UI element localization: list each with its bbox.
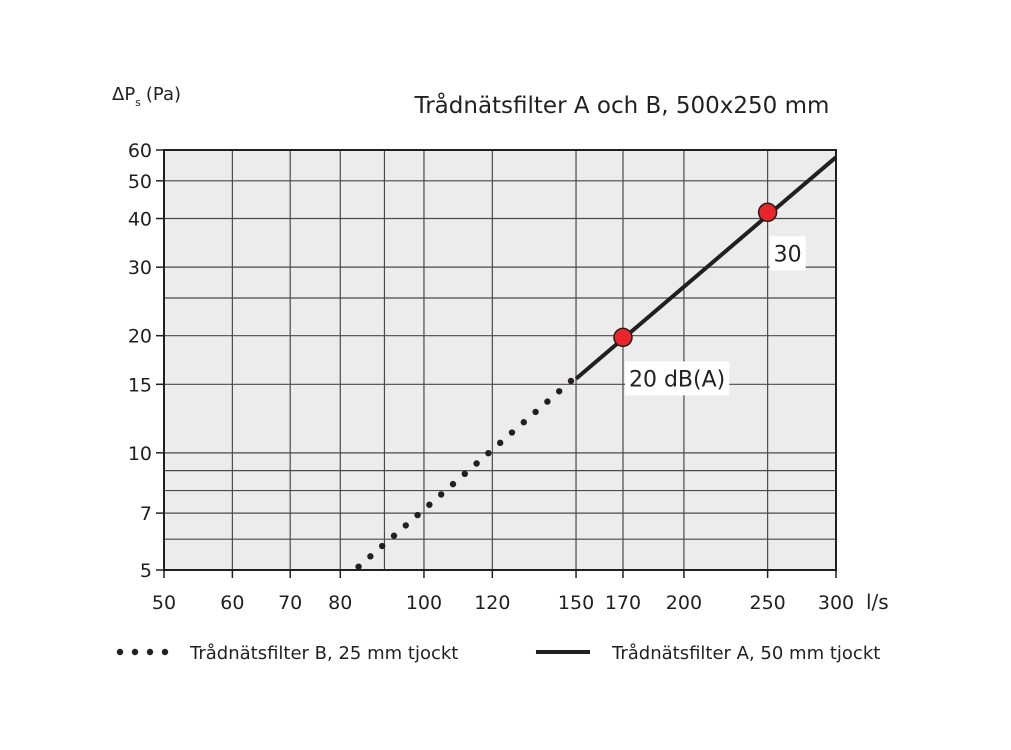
series-b-dotted-line: [355, 377, 575, 570]
y-tick-label: 20: [128, 326, 152, 348]
noise-label-text: 20 dB(A): [629, 367, 725, 392]
series-b-dot: [390, 532, 398, 539]
series-b-dot: [544, 398, 551, 405]
series-b-dot: [532, 408, 539, 416]
legend-dot: [146, 648, 154, 656]
series-b-dot: [355, 563, 362, 570]
x-tick-label: 170: [605, 592, 641, 614]
noise-label-bg: [769, 236, 806, 271]
y-axis-label-main: ΔP: [112, 84, 135, 105]
y-tick-label: 7: [140, 503, 152, 525]
x-tick-label: 200: [666, 592, 702, 614]
series-b-dot: [473, 460, 480, 467]
legend-dot: [131, 648, 139, 656]
x-tick-label: 50: [152, 592, 176, 614]
legend-swatch-dotted: [116, 648, 169, 656]
series-b-dot: [508, 429, 516, 436]
noise-marker: [757, 202, 778, 223]
x-tick-label: 250: [749, 592, 785, 614]
legend: Trådnätsfilter B, 25 mm tjockt Trådnätsf…: [116, 643, 880, 664]
x-tick-label: 120: [474, 592, 510, 614]
plot-area: [164, 150, 836, 570]
series-b-dot: [555, 388, 563, 395]
markers-layer: 20 dB(A) 30: [613, 202, 806, 396]
legend-item-a: Trådnätsfilter A, 50 mm tjockt: [536, 643, 880, 664]
y-tick-label: 5: [140, 560, 152, 582]
y-axis-label-sub: s: [135, 96, 141, 109]
legend-dot: [116, 648, 124, 656]
y-tick-label: 50: [128, 171, 152, 193]
series-b-dot: [485, 449, 492, 457]
x-axis-ticks: 50 60 70 80 100 120 150 170 200 250 300: [152, 570, 854, 614]
series-b-dot: [437, 491, 445, 498]
noise-marker-label: 30: [769, 236, 806, 271]
series-b-dot: [426, 501, 433, 508]
y-tick-label: 40: [128, 209, 152, 231]
series-b-dot: [367, 553, 374, 560]
noise-label-bg: [624, 361, 730, 396]
series-b-dot: [496, 439, 504, 447]
series-b-dot: [567, 377, 575, 385]
x-axis-label: l/s: [866, 590, 889, 614]
legend-label-b: Trådnätsfilter B, 25 mm tjockt: [189, 643, 458, 664]
chart-title: Trådnätsfilter A och B, 500x250 mm: [414, 91, 830, 119]
y-axis-label: ΔPs (Pa): [112, 84, 181, 109]
x-tick-label: 70: [278, 592, 302, 614]
y-tick-label: 60: [128, 140, 152, 162]
noise-marker: [613, 327, 633, 348]
y-tick-label: 10: [128, 443, 152, 465]
series-b-dot: [461, 470, 468, 478]
legend-item-b: Trådnätsfilter B, 25 mm tjockt: [116, 643, 458, 664]
series-b-dot: [378, 542, 386, 550]
legend-dot: [161, 648, 169, 656]
plot-frame: [163, 149, 837, 571]
series-b-dot: [449, 480, 457, 488]
x-tick-label: 150: [558, 592, 594, 614]
x-tick-label: 100: [406, 592, 442, 614]
y-tick-label: 30: [128, 257, 152, 279]
legend-label-a: Trådnätsfilter A, 50 mm tjockt: [611, 643, 880, 664]
noise-label-text: 30: [774, 242, 802, 267]
series-b-dot: [520, 419, 527, 426]
series-b-dot: [414, 511, 421, 519]
y-axis-label-unit: (Pa): [146, 84, 181, 105]
x-tick-label: 80: [328, 592, 352, 614]
noise-marker-label: 20 dB(A): [624, 361, 730, 396]
y-axis-ticks: 5 7 10 15 20 30 40 50 60: [128, 140, 164, 582]
x-tick-label: 60: [220, 592, 244, 614]
series-b-dot: [402, 522, 409, 529]
y-tick-label: 15: [128, 374, 152, 396]
x-tick-label: 300: [818, 592, 854, 614]
